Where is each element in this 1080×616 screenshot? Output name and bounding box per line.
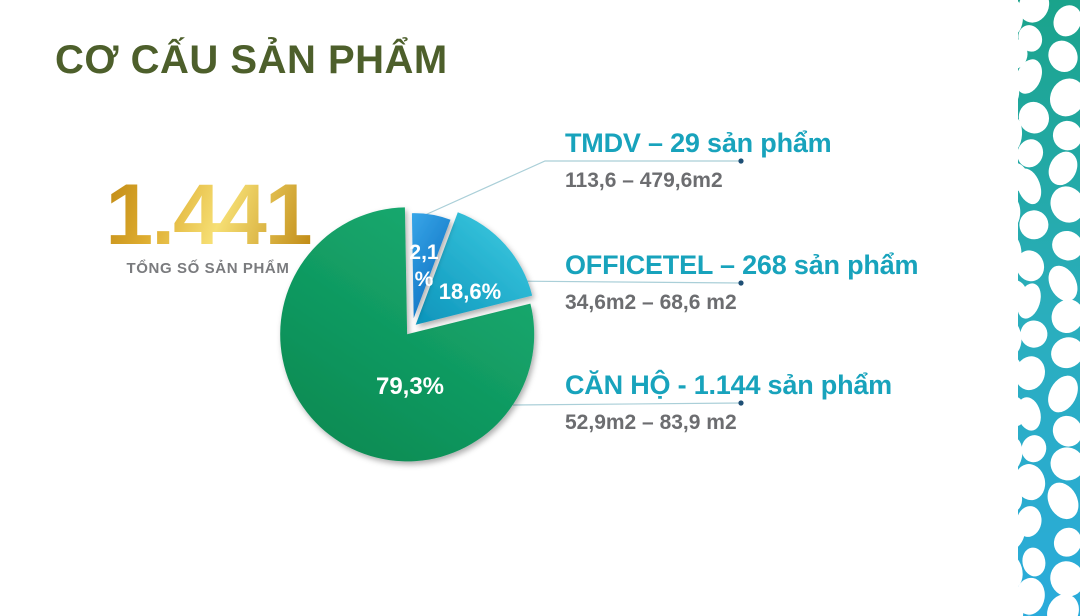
callout-officetel-subtitle: 34,6m2 – 68,6 m2 <box>565 291 737 315</box>
pebble-pattern-decoration <box>1014 0 1080 616</box>
total-products-label: TỔNG SỐ SẢN PHẨM <box>126 260 290 278</box>
pie-label-canho: 79,3% <box>375 373 445 400</box>
callout-tmdv-subtitle: 113,6 – 479,6m2 <box>565 169 723 193</box>
pie-slice-canho <box>280 207 535 462</box>
callout-canho-title: CĂN HỘ - 1.144 sản phẩm <box>565 370 892 400</box>
callout-officetel: OFFICETEL – 268 sản phẩm 34,6m2 – 68,6 m… <box>565 250 995 315</box>
pie-slice-tmdv <box>411 213 451 319</box>
pie-slice-officetel <box>415 212 533 325</box>
pie-chart: 2,1 % 18,6% 79,3% <box>270 185 570 485</box>
pie-label-tmdv: 2,1 % <box>409 241 439 291</box>
total-products-value: 1.441 <box>94 172 322 258</box>
callout-canho: CĂN HỘ - 1.144 sản phẩm 52,9m2 – 83,9 m2 <box>565 370 995 435</box>
page-title: CƠ CẤU SẢN PHẨM <box>55 38 448 82</box>
callout-officetel-title: OFFICETEL – 268 sản phẩm <box>565 250 919 280</box>
callout-tmdv: TMDV – 29 sản phẩm 113,6 – 479,6m2 <box>565 128 995 193</box>
total-products: 1.441 TỔNG SỐ SẢN PHẨM <box>94 172 322 278</box>
pie-label-officetel: 18,6% <box>438 279 502 304</box>
callout-canho-subtitle: 52,9m2 – 83,9 m2 <box>565 411 737 435</box>
callout-tmdv-title: TMDV – 29 sản phẩm <box>565 128 832 158</box>
